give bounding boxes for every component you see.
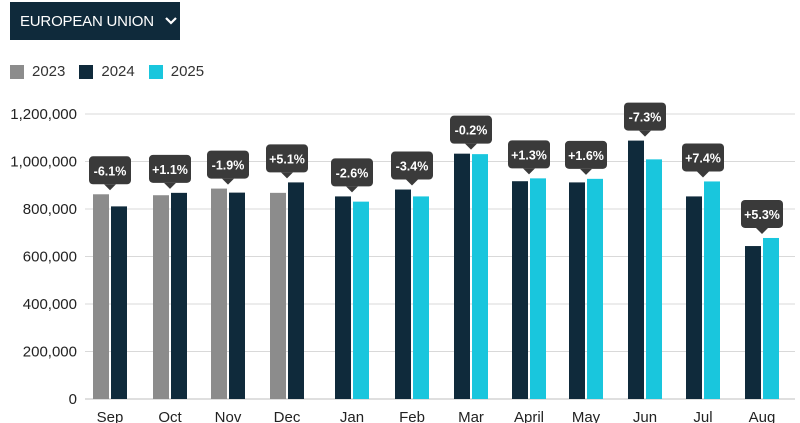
bar-2025-mar <box>472 154 488 399</box>
bar-2023-oct <box>153 195 169 399</box>
bar-2024-jan <box>335 196 351 399</box>
change-bubble <box>624 102 666 131</box>
x-tick-label: Oct <box>158 409 182 423</box>
bar-2024-may <box>569 182 585 399</box>
change-bubble-pointer <box>580 168 592 175</box>
change-label: +1.1% <box>152 163 188 177</box>
x-tick-label: Feb <box>399 409 425 423</box>
x-tick-label: Nov <box>215 409 242 423</box>
x-tick-label: Aug <box>749 409 776 423</box>
bar-2024-mar <box>454 153 470 399</box>
y-tick-label: 600,000 <box>23 249 77 266</box>
change-bubble-pointer <box>639 130 651 137</box>
change-label: +7.4% <box>685 151 721 165</box>
legend-label-2025: 2025 <box>170 63 205 80</box>
bar-2025-aug <box>763 237 779 399</box>
bar-2023-dec <box>270 192 286 399</box>
change-label: +5.3% <box>744 208 780 222</box>
bar-2024-april <box>512 181 528 399</box>
change-bubble-pointer <box>281 172 293 179</box>
legend-swatch-2023 <box>10 64 24 79</box>
y-tick-label: 0 <box>69 391 77 408</box>
y-tick-label: 800,000 <box>23 201 77 218</box>
bar-2024-aug <box>745 246 761 399</box>
change-label: -7.3% <box>629 111 662 125</box>
change-label: -2.6% <box>336 166 369 180</box>
x-tick-label: May <box>572 409 601 423</box>
legend-item-2024[interactable]: 2024 <box>79 63 135 80</box>
bar-2024-sep <box>111 206 127 399</box>
bar-2024-jul <box>686 196 702 399</box>
bar-2023-nov <box>211 188 227 399</box>
legend-label-2024: 2024 <box>101 63 135 80</box>
legend-swatch-2025 <box>148 64 163 79</box>
y-tick-label: 400,000 <box>23 296 77 313</box>
bar-2024-nov <box>229 192 245 399</box>
change-bubble-pointer <box>523 168 535 175</box>
x-tick-label: Jan <box>340 409 364 423</box>
legend-swatch-2024 <box>79 64 94 79</box>
x-tick-label: April <box>514 409 544 423</box>
change-bubble <box>741 199 783 228</box>
x-tick-label: Mar <box>458 409 484 423</box>
change-bubble-pointer <box>465 143 477 150</box>
change-bubble <box>450 115 492 144</box>
y-tick-label: 200,000 <box>23 344 77 361</box>
bar-2024-jun <box>628 140 644 399</box>
bar-2024-oct <box>171 192 187 399</box>
x-tick-label: Jun <box>633 409 657 423</box>
change-label: -6.1% <box>94 164 127 178</box>
change-label: +1.3% <box>511 148 547 162</box>
x-tick-label: Jul <box>693 409 712 423</box>
bar-2024-dec <box>288 182 304 399</box>
change-bubble-pointer <box>697 171 709 178</box>
change-label: +1.6% <box>568 149 604 163</box>
bar-2025-jul <box>704 181 720 399</box>
legend-item-2025[interactable]: 2025 <box>148 63 205 80</box>
change-bubble <box>508 140 550 169</box>
change-bubble <box>682 143 724 172</box>
bar-2024-feb <box>395 189 411 399</box>
change-bubble <box>266 144 308 173</box>
change-label: -3.4% <box>396 160 429 174</box>
bar-2025-april <box>530 178 546 399</box>
change-bubble-pointer <box>346 186 358 193</box>
change-bubble-pointer <box>222 178 234 185</box>
bar-2025-jun <box>646 159 662 399</box>
change-label: -0.2% <box>455 124 488 138</box>
bar-2023-sep <box>93 194 109 399</box>
legend-item-2023[interactable]: 2023 <box>10 63 65 80</box>
x-tick-label: Sep <box>97 409 124 423</box>
change-bubble <box>89 156 131 185</box>
change-bubble <box>391 151 433 180</box>
change-bubble-pointer <box>164 182 176 189</box>
bar-2025-may <box>587 178 603 399</box>
change-label: +5.1% <box>269 152 305 166</box>
change-bubble-pointer <box>104 184 116 191</box>
y-tick-label: 1,000,000 <box>10 154 77 171</box>
chevron-down-icon <box>164 16 178 26</box>
region-dropdown-label: EUROPEAN UNION <box>20 12 154 30</box>
x-tick-label: Dec <box>274 409 301 423</box>
change-label: -1.9% <box>212 159 245 173</box>
change-bubble <box>331 158 373 187</box>
change-bubble-pointer <box>406 179 418 186</box>
change-bubble-pointer <box>756 227 768 234</box>
region-dropdown[interactable]: EUROPEAN UNION <box>10 2 180 40</box>
change-bubble <box>565 140 607 169</box>
y-tick-label: 1,200,000 <box>10 106 77 123</box>
chart-legend: 2023 2024 2025 <box>10 63 218 80</box>
legend-label-2023: 2023 <box>32 63 66 80</box>
bar-2025-jan <box>353 201 369 399</box>
change-bubble <box>207 150 249 179</box>
change-bubble <box>149 154 191 183</box>
bar-2025-feb <box>413 196 429 399</box>
